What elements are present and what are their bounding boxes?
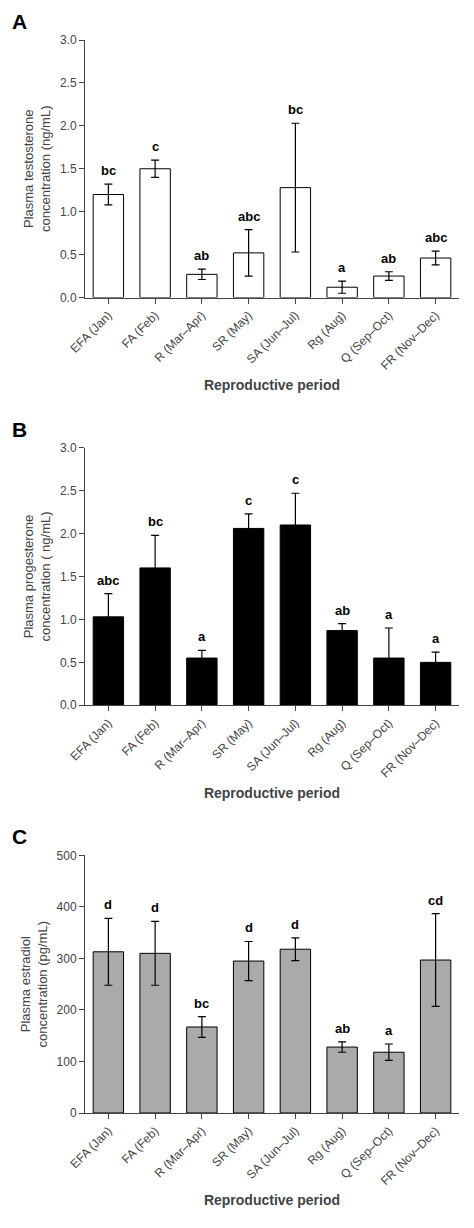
svg-text:a: a	[198, 629, 206, 644]
svg-text:a: a	[385, 1023, 393, 1038]
svg-text:c: c	[152, 139, 159, 154]
svg-text:1.0: 1.0	[60, 205, 77, 219]
svg-text:2.0: 2.0	[60, 527, 77, 541]
svg-text:FR (Nov–Dec): FR (Nov–Dec)	[378, 1124, 442, 1188]
svg-text:2.5: 2.5	[60, 484, 77, 498]
svg-text:SA (Jun–Jul): SA (Jun–Jul)	[244, 716, 302, 774]
svg-text:FA (Feb): FA (Feb)	[119, 308, 161, 350]
svg-text:EFA (Jan): EFA (Jan)	[68, 308, 115, 355]
svg-text:ab: ab	[335, 1021, 350, 1036]
svg-text:B: B	[12, 418, 27, 441]
svg-text:1.5: 1.5	[60, 570, 77, 584]
svg-text:SR (May): SR (May)	[209, 1124, 255, 1170]
svg-text:d: d	[291, 917, 299, 932]
svg-text:3.0: 3.0	[60, 441, 77, 455]
svg-text:3.0: 3.0	[60, 33, 77, 47]
svg-text:c: c	[245, 493, 252, 508]
svg-text:200: 200	[57, 1003, 77, 1017]
svg-text:bc: bc	[288, 102, 303, 117]
svg-text:1.0: 1.0	[60, 613, 77, 627]
svg-text:Rg (Aug): Rg (Aug)	[305, 308, 349, 352]
svg-text:ab: ab	[381, 251, 396, 266]
svg-text:Q (Sep–Oct): Q (Sep–Oct)	[338, 1124, 396, 1182]
svg-text:FA (Feb): FA (Feb)	[119, 1124, 161, 1166]
svg-text:0: 0	[70, 1106, 77, 1120]
svg-text:abc: abc	[97, 573, 119, 588]
svg-text:c: c	[292, 472, 299, 487]
svg-text:2.0: 2.0	[60, 119, 77, 133]
svg-text:d: d	[151, 900, 159, 915]
svg-text:Reproductive period: Reproductive period	[204, 377, 340, 393]
svg-text:SR (May): SR (May)	[209, 716, 255, 762]
svg-text:Q (Sep–Oct): Q (Sep–Oct)	[338, 308, 396, 366]
svg-text:cd: cd	[428, 893, 443, 908]
svg-text:500: 500	[57, 849, 77, 863]
svg-text:Plasma testosteroneconcentrati: Plasma testosteroneconcentration (ng/mL)	[21, 106, 53, 232]
svg-text:A: A	[12, 10, 27, 33]
svg-text:0.0: 0.0	[60, 698, 77, 712]
svg-text:Reproductive period: Reproductive period	[204, 1192, 340, 1208]
svg-text:bc: bc	[148, 514, 163, 529]
svg-text:1.5: 1.5	[60, 162, 77, 176]
svg-text:FA (Feb): FA (Feb)	[119, 716, 161, 758]
svg-text:R (Mar–Apr): R (Mar–Apr)	[152, 308, 209, 365]
svg-text:300: 300	[57, 952, 77, 966]
svg-text:a: a	[338, 260, 346, 275]
svg-text:C: C	[12, 825, 27, 848]
svg-text:Plasma estradiolconcentration: Plasma estradiolconcentration (pg/mL)	[18, 921, 50, 1047]
svg-text:Rg (Aug): Rg (Aug)	[305, 1124, 349, 1168]
svg-text:a: a	[385, 607, 393, 622]
svg-text:Reproductive period: Reproductive period	[204, 785, 340, 801]
svg-text:abc: abc	[238, 209, 260, 224]
svg-text:ab: ab	[194, 248, 209, 263]
svg-text:EFA (Jan): EFA (Jan)	[68, 716, 115, 763]
svg-text:400: 400	[57, 900, 77, 914]
svg-text:0.5: 0.5	[60, 248, 77, 262]
svg-text:SA (Jun–Jul): SA (Jun–Jul)	[244, 1124, 302, 1182]
svg-text:Rg (Aug): Rg (Aug)	[305, 716, 349, 760]
svg-text:0.5: 0.5	[60, 656, 77, 670]
svg-text:SR (May): SR (May)	[209, 308, 255, 354]
svg-text:ab: ab	[335, 603, 350, 618]
svg-text:Q (Sep–Oct): Q (Sep–Oct)	[338, 716, 396, 774]
svg-text:FR (Nov–Dec): FR (Nov–Dec)	[378, 716, 442, 780]
svg-text:bc: bc	[101, 163, 116, 178]
svg-text:R (Mar–Apr): R (Mar–Apr)	[152, 1124, 209, 1181]
svg-text:0.0: 0.0	[60, 291, 77, 305]
svg-text:R (Mar–Apr): R (Mar–Apr)	[152, 716, 209, 773]
svg-text:a: a	[432, 631, 440, 646]
svg-text:d: d	[104, 897, 112, 912]
svg-text:EFA (Jan): EFA (Jan)	[68, 1124, 115, 1171]
svg-text:SA (Jun–Jul): SA (Jun–Jul)	[244, 308, 302, 366]
svg-text:abc: abc	[425, 230, 447, 245]
svg-text:2.5: 2.5	[60, 76, 77, 90]
svg-text:Plasma progesteroneconcentrati: Plasma progesteroneconcentration ( ng/mL…	[21, 511, 53, 641]
svg-text:bc: bc	[194, 996, 209, 1011]
svg-text:FR (Nov–Dec): FR (Nov–Dec)	[378, 308, 442, 372]
svg-text:d: d	[245, 920, 253, 935]
svg-text:100: 100	[57, 1055, 77, 1069]
